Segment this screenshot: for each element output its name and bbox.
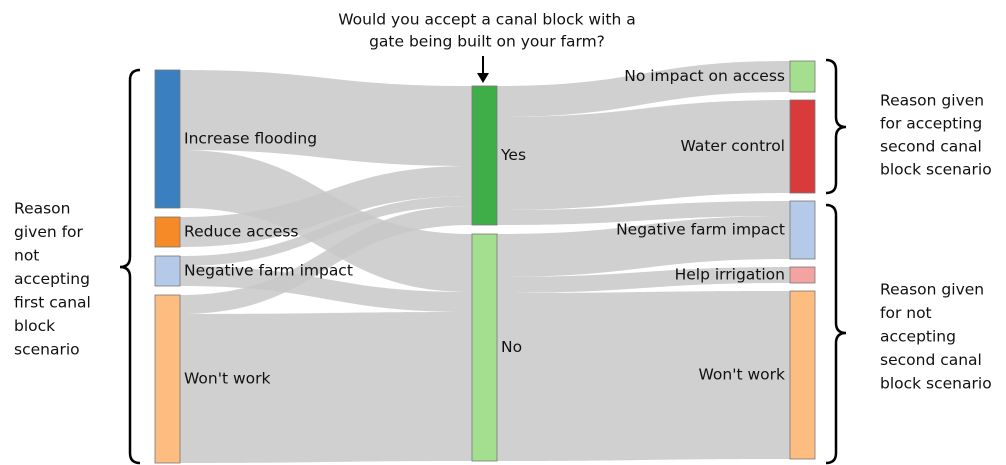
node <box>154 216 181 248</box>
node-label: No impact on access <box>624 67 785 85</box>
node-label: Reduce access <box>184 223 299 241</box>
annotation-line: Reason <box>14 200 71 218</box>
node <box>789 99 816 194</box>
annotation-line: accepting <box>14 270 90 288</box>
link <box>497 291 790 461</box>
annotation-line: Reason given <box>880 92 984 110</box>
node <box>154 255 181 287</box>
node-label: Negative farm impact <box>184 262 353 280</box>
arrow-head <box>477 73 489 83</box>
link <box>497 61 790 117</box>
annotation-line: first canal <box>14 294 91 312</box>
annotation-line: accepting <box>880 328 956 346</box>
link <box>180 312 472 463</box>
annotation-line: scenario <box>14 341 80 359</box>
node <box>789 60 816 93</box>
link <box>180 266 472 312</box>
right-top-brace <box>825 58 847 195</box>
link <box>497 201 790 225</box>
link <box>180 166 472 247</box>
node <box>789 200 816 260</box>
node <box>471 85 498 226</box>
node <box>154 294 181 464</box>
node-label: Increase flooding <box>184 130 317 148</box>
node <box>154 69 181 209</box>
node-label: Negative farm impact <box>616 221 785 239</box>
node-label: Won't work <box>699 366 786 384</box>
annotation-line: not <box>14 247 39 265</box>
node-label: Water control <box>681 137 785 155</box>
annotation-line: Reason given <box>880 281 984 299</box>
annotation-line: second canal <box>880 138 982 156</box>
node-label: Won't work <box>184 370 271 388</box>
annotation-line: for not <box>880 304 932 322</box>
annotation-line: given for <box>14 223 84 241</box>
node-label: Yes <box>500 146 526 164</box>
link <box>180 70 472 166</box>
link <box>497 216 790 277</box>
link <box>497 267 790 293</box>
annotation-line: for accepting <box>880 115 982 133</box>
link <box>497 100 790 210</box>
link <box>180 196 472 266</box>
annotation-line: block <box>14 317 55 335</box>
annotation-line: Would you accept a canal block with a <box>338 11 636 29</box>
node-label: No <box>501 338 522 356</box>
annotation-line: block scenario <box>880 161 992 179</box>
node-label: Help irrigation <box>675 266 785 284</box>
annotation-line: gate being built on your farm? <box>369 33 605 51</box>
annotations: Would you accept a canal block with a gat… <box>14 11 992 393</box>
link <box>180 206 472 314</box>
links <box>180 61 790 463</box>
left-brace <box>119 68 141 465</box>
annotation-line: block scenario <box>880 375 992 393</box>
node <box>471 233 498 462</box>
annotation-line: second canal <box>880 351 982 369</box>
node <box>789 266 816 284</box>
nodes: Increase flooding Reduce access Negative f… <box>154 60 816 464</box>
right-bottom-brace <box>825 203 847 465</box>
node <box>789 290 816 460</box>
